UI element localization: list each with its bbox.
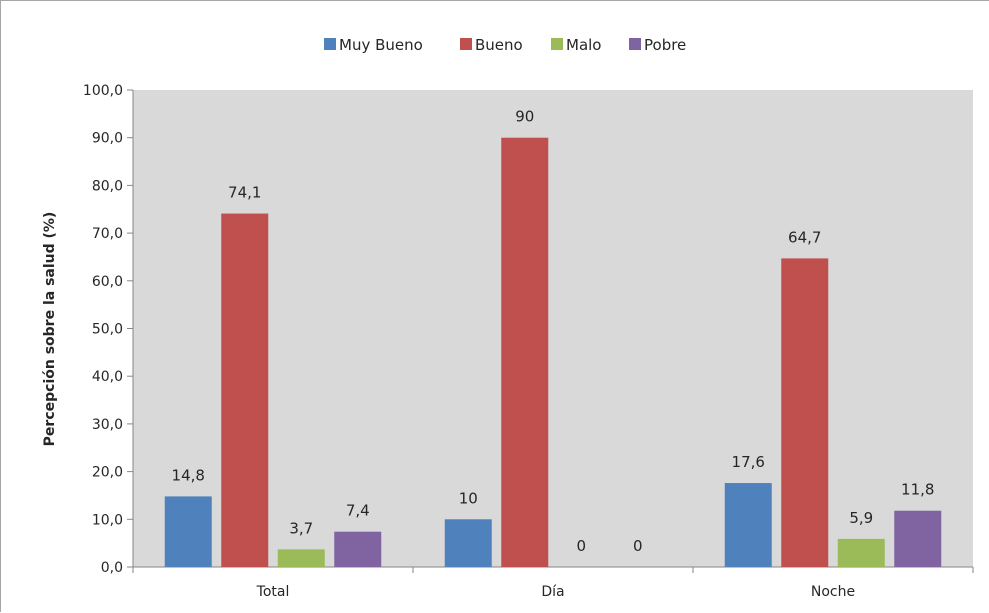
y-tick-label: 60,0 bbox=[92, 274, 123, 290]
legend-swatch bbox=[460, 38, 472, 50]
bar-bueno bbox=[221, 213, 269, 567]
legend-label: Pobre bbox=[644, 36, 686, 54]
bar-muy-bueno bbox=[724, 483, 772, 567]
bar-malo bbox=[277, 549, 325, 567]
y-axis-label: Percepción sobre la salud (%) bbox=[42, 212, 58, 447]
data-label: 74,1 bbox=[228, 184, 261, 202]
y-tick-label: 30,0 bbox=[92, 417, 123, 433]
data-label: 3,7 bbox=[289, 519, 313, 537]
data-label: 90 bbox=[515, 108, 534, 126]
legend-swatch bbox=[629, 38, 641, 50]
x-axis: Total Día Noche bbox=[132, 566, 974, 600]
legend-swatch bbox=[551, 38, 563, 50]
chart-legend: Muy Bueno Bueno Malo Pobre bbox=[324, 36, 686, 54]
legend-label: Bueno bbox=[475, 36, 523, 54]
y-tick-label: 80,0 bbox=[92, 178, 123, 194]
y-axis: 0,0 10,0 20,0 30,0 40,0 50,0 60,0 70,0 80,0 90,0 1… bbox=[83, 83, 134, 576]
x-tick-label: Total bbox=[256, 584, 290, 600]
bar-pobre bbox=[334, 531, 382, 567]
y-tick-label: 50,0 bbox=[92, 322, 123, 338]
legend-label: Malo bbox=[566, 36, 601, 54]
bar-bueno bbox=[781, 258, 829, 567]
x-tick-label: Noche bbox=[811, 584, 855, 600]
data-label: 11,8 bbox=[901, 481, 934, 499]
legend-label: Muy Bueno bbox=[339, 36, 423, 54]
data-label: 14,8 bbox=[172, 466, 205, 484]
y-tick-label: 10,0 bbox=[92, 512, 123, 528]
legend-swatch bbox=[324, 38, 336, 50]
bar-muy-bueno bbox=[444, 519, 492, 567]
y-tick-label: 40,0 bbox=[92, 369, 123, 385]
y-tick-label: 20,0 bbox=[92, 465, 123, 481]
y-tick-label: 0,0 bbox=[101, 560, 123, 576]
data-labels-group: 14,8 74,1 3,7 7,4 10 90 0 0 17,6 64,7 5,9 11,8 bbox=[172, 108, 935, 555]
data-label: 0 bbox=[576, 537, 586, 555]
data-label: 64,7 bbox=[788, 228, 821, 246]
bar-bueno bbox=[501, 137, 549, 567]
data-label: 7,4 bbox=[346, 502, 370, 520]
bar-pobre bbox=[894, 510, 942, 567]
data-label: 17,6 bbox=[732, 453, 765, 471]
bar-muy-bueno bbox=[164, 496, 212, 567]
data-label: 10 bbox=[459, 489, 478, 507]
y-tick-label: 70,0 bbox=[92, 226, 123, 242]
y-tick-label: 100,0 bbox=[83, 83, 123, 99]
data-label: 5,9 bbox=[849, 509, 873, 527]
x-tick-label: Día bbox=[541, 584, 564, 600]
bar-malo bbox=[837, 538, 885, 567]
bars-group bbox=[164, 137, 942, 567]
data-label: 0 bbox=[633, 537, 643, 555]
y-tick-label: 90,0 bbox=[92, 131, 123, 147]
plot-area bbox=[133, 90, 973, 567]
